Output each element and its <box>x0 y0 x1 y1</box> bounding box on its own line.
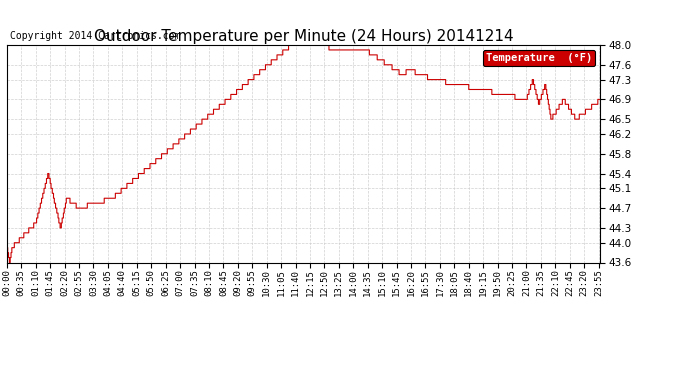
Title: Outdoor Temperature per Minute (24 Hours) 20141214: Outdoor Temperature per Minute (24 Hours… <box>94 29 513 44</box>
Legend: Temperature  (°F): Temperature (°F) <box>482 50 595 66</box>
Text: Copyright 2014 Cartronics.com: Copyright 2014 Cartronics.com <box>10 31 180 40</box>
